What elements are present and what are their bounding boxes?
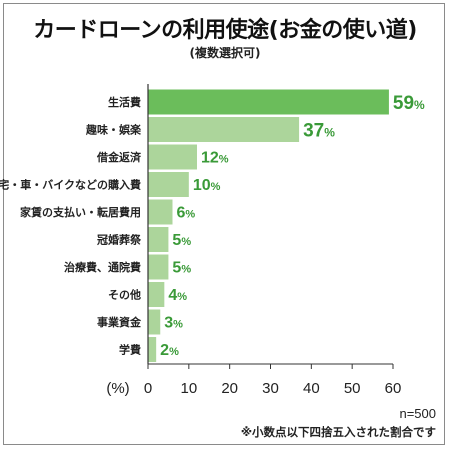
x-tick-label: 50 — [344, 380, 361, 397]
category-label: その他 — [108, 288, 141, 302]
bar — [148, 254, 169, 280]
sample-size-note: n=500 — [399, 406, 436, 421]
x-tick-label: 40 — [303, 380, 320, 397]
bar — [148, 282, 165, 307]
chart-frame — [3, 3, 445, 445]
chart-title: カードローンの利用使途(お金の使い道) — [33, 18, 417, 43]
bar — [148, 172, 189, 197]
x-tick-label: 10 — [180, 380, 197, 397]
value-label: 37% — [303, 121, 335, 142]
category-label: 冠婚葬祭 — [97, 233, 142, 247]
value-label: 4% — [168, 287, 187, 304]
rounding-note: ※小数点以下四捨五入された割合です — [240, 425, 436, 439]
x-tick-label: 20 — [221, 380, 238, 397]
category-label: 借金返済 — [96, 150, 142, 164]
category-label: 住宅・車・バイクなどの購入費 — [0, 178, 141, 192]
bar — [148, 199, 173, 225]
category-label: 事業資金 — [97, 315, 142, 329]
value-label: 6% — [177, 205, 196, 222]
bar — [148, 309, 161, 335]
x-tick-label: 60 — [385, 380, 402, 397]
bar — [148, 144, 197, 170]
chart-subtitle: (複数選択可) — [189, 46, 261, 60]
value-label: 5% — [172, 260, 191, 277]
value-label: 3% — [164, 315, 183, 332]
category-label: 趣味・娯楽 — [85, 123, 142, 137]
category-label: 学費 — [119, 343, 141, 357]
bar — [148, 89, 389, 115]
value-label: 12% — [201, 150, 229, 167]
value-label: 2% — [160, 342, 179, 359]
bar — [148, 227, 169, 252]
bar — [148, 337, 157, 362]
x-tick-label: 0 — [144, 380, 152, 397]
value-label: 5% — [172, 232, 191, 249]
category-label: 治療費、通院費 — [64, 260, 141, 274]
value-label: 59% — [393, 93, 425, 114]
x-axis-unit-label: (%) — [106, 380, 129, 397]
value-label: 10% — [193, 177, 221, 194]
x-tick-label: 30 — [262, 380, 279, 397]
category-label: 家賃の支払い・転居費用 — [20, 205, 141, 219]
category-label: 生活費 — [108, 95, 141, 109]
bar — [148, 117, 300, 142]
